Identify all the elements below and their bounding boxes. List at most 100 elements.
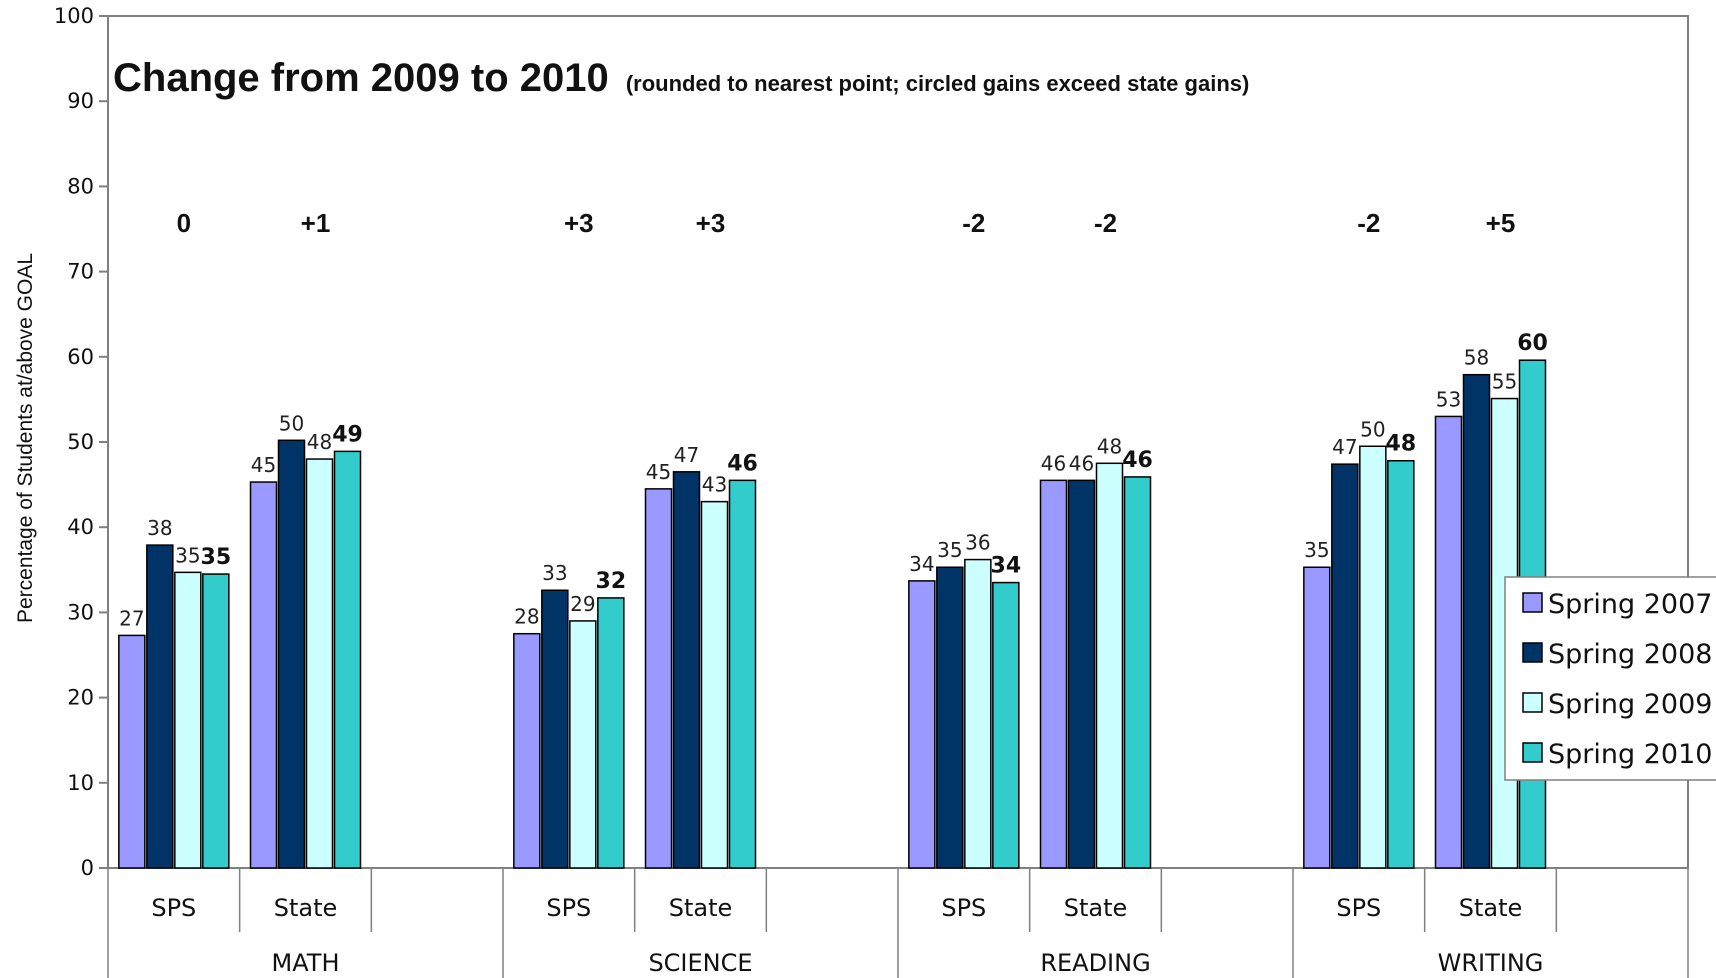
bar-value-label: 34 [909,552,934,576]
bar [964,558,992,869]
bar-value-label: 27 [119,606,144,630]
bars [118,359,1547,869]
group-label: State [1459,894,1523,922]
bar-value-label: 35 [175,543,200,567]
bar [249,481,278,869]
bar [1331,463,1359,869]
bar-value-label: 47 [1332,435,1357,459]
bar [728,479,757,869]
bar-value-label: 55 [1492,370,1517,394]
bar [936,566,964,869]
group-label: State [1064,894,1128,922]
legend-swatch [1522,692,1543,713]
legend: Spring 2007 Spring 2008 Spring 2009 Spring … [1504,576,1716,781]
y-tick-label: 50 [67,430,94,454]
y-tick-label: 30 [67,600,94,624]
plot-frame [107,15,1689,869]
bar [1359,445,1387,869]
chart-title: Change from 2009 to 2010 [113,56,609,100]
subject-label: MATH [272,949,340,977]
change-label: -2 [962,208,985,238]
bar [1462,373,1491,869]
group-label: SPS [546,894,591,922]
group-label: State [274,894,338,922]
bar [1067,479,1096,869]
bar [118,634,146,869]
bar [541,589,569,869]
y-axis-label: Percentage of Students at/above GOAL [14,253,37,623]
y-tick-label: 40 [67,515,94,539]
group-label: State [669,894,733,922]
bar [1434,415,1463,869]
chart-title-line: Change from 2009 to 2010 (rounded to nea… [113,56,1249,100]
bar [1095,462,1124,869]
change-label: -2 [1094,208,1117,238]
group-label: SPS [1336,894,1381,922]
bar-value-label: 58 [1464,346,1489,370]
legend-label: Spring 2007 [1548,589,1712,620]
bar-value-label: 28 [514,605,539,629]
change-label: +3 [696,208,726,238]
subject-label: WRITING [1438,949,1544,977]
bar [513,632,541,869]
legend-label: Spring 2010 [1548,739,1712,770]
bar-value-label: 29 [570,592,595,616]
bar-value-label: 38 [147,516,172,540]
y-axis: 0 10 20 30 40 50 60 70 80 90 100 [54,4,108,880]
bar [305,458,334,869]
bar [569,620,597,869]
legend-swatch [1522,742,1543,763]
y-tick-label: 80 [67,174,94,198]
y-tick-label: 10 [67,771,94,795]
bar-value-label: 50 [279,411,304,435]
bar [333,450,362,869]
bar-value-label: 48 [307,430,332,454]
bar-value-label: 36 [965,531,990,555]
subject-label: SCIENCE [648,949,752,977]
bar-value-label: 32 [596,569,627,594]
bar-value-label: 43 [702,473,727,497]
bar-value-label: 60 [1517,331,1548,356]
y-tick-label: 60 [67,345,94,369]
bar [672,471,701,869]
bar-value-label: 48 [1386,432,1417,457]
bar-value-label: 45 [251,453,276,477]
change-label: 0 [177,208,191,238]
group-label: SPS [941,894,986,922]
change-label: -2 [1357,208,1380,238]
change-labels: 0 +1 +3 +3 -2 -2 -2 +5 [177,208,1516,238]
bar [1303,566,1331,869]
bar [277,439,306,869]
bar-value-label: 47 [674,443,699,467]
legend-label: Spring 2009 [1548,689,1712,720]
y-tick-label: 0 [81,856,94,880]
bar-value-label: 45 [646,460,671,484]
bar [146,544,174,869]
change-label: +5 [1486,208,1516,238]
bar-value-label: 49 [332,422,363,447]
bar-value-label: 46 [1069,451,1094,475]
subject-label: READING [1040,949,1150,977]
bar-value-label: 46 [727,451,758,476]
bar [202,573,230,869]
legend-swatch [1522,592,1543,613]
bar [644,488,673,869]
bar [700,500,729,869]
bar-value-label: 53 [1436,387,1461,411]
change-label: +1 [301,208,331,238]
bar-value-label: 35 [201,545,232,570]
bar-value-label: 46 [1041,451,1066,475]
bar-value-label: 50 [1360,417,1385,441]
y-tick-label: 100 [54,4,94,28]
chart-subtitle: (rounded to nearest point; circled gains… [626,71,1249,96]
legend-label: Spring 2008 [1548,639,1712,670]
y-tick-label: 70 [67,260,94,284]
bar-value-label: 46 [1122,448,1153,473]
bar [597,597,625,869]
bar [1387,459,1415,869]
bar-value-label: 33 [542,561,567,585]
y-tick-label: 90 [67,89,94,113]
group-label: SPS [151,894,196,922]
